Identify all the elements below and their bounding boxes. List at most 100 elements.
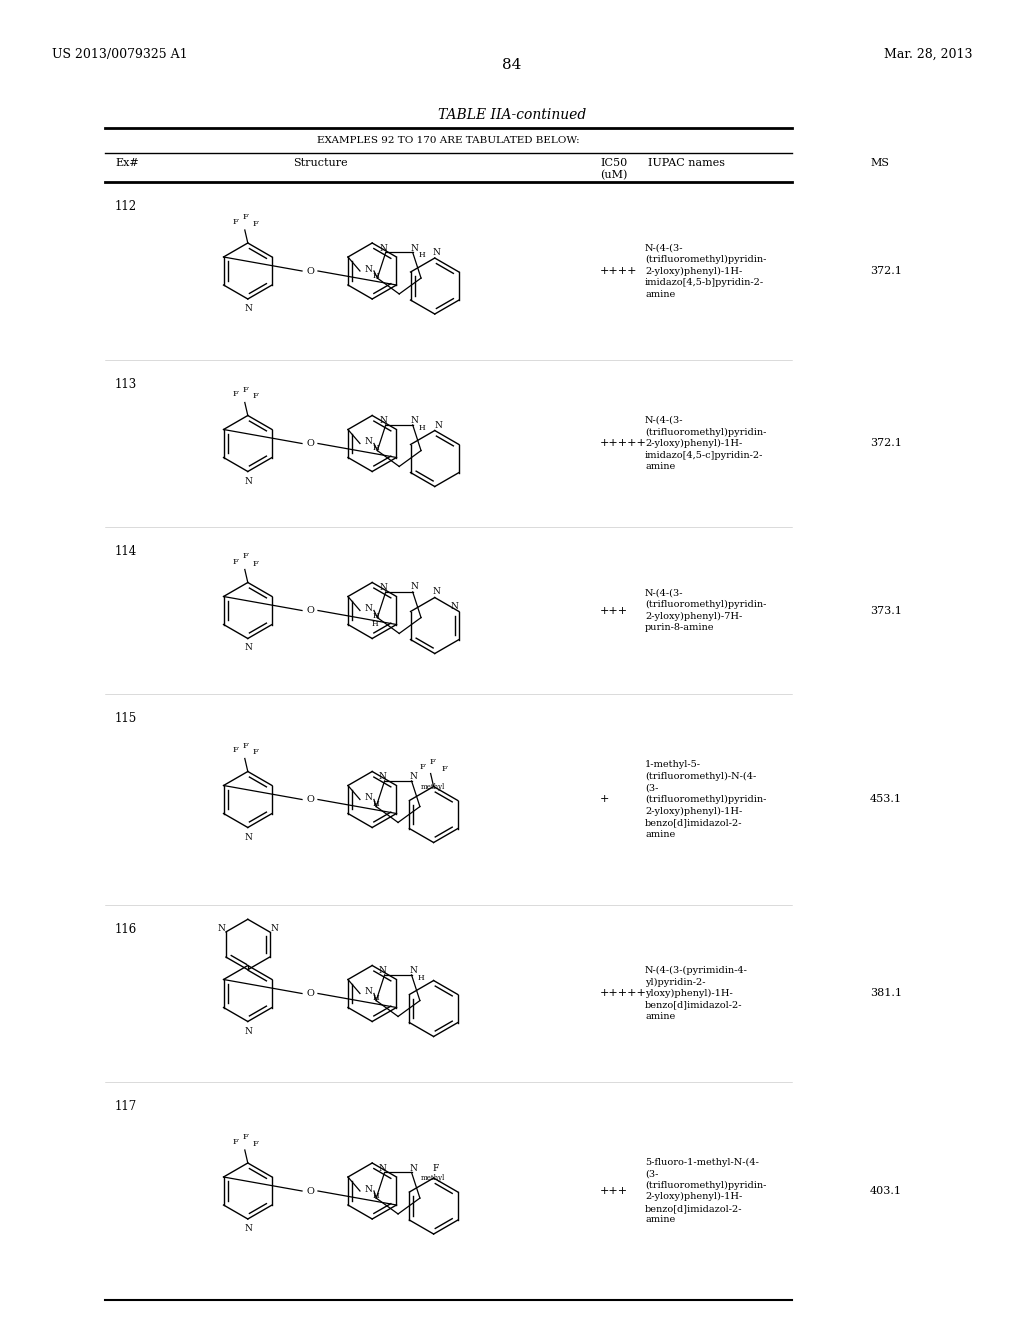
Text: F: F xyxy=(420,763,426,771)
Text: +++: +++ xyxy=(600,1185,628,1196)
Text: O: O xyxy=(306,989,314,998)
Text: F: F xyxy=(243,1133,249,1140)
Text: N: N xyxy=(365,264,373,273)
Text: O: O xyxy=(306,267,314,276)
Text: Ex#: Ex# xyxy=(115,158,138,168)
Text: F: F xyxy=(243,213,249,220)
Text: N: N xyxy=(245,477,253,486)
Text: N: N xyxy=(245,644,253,652)
Text: N: N xyxy=(365,605,373,612)
Text: N: N xyxy=(270,924,279,933)
Text: O: O xyxy=(306,440,314,447)
Text: H: H xyxy=(373,800,380,808)
Text: N: N xyxy=(380,416,388,425)
Text: IUPAC names: IUPAC names xyxy=(648,158,725,168)
Text: 372.1: 372.1 xyxy=(870,438,902,449)
Text: N: N xyxy=(410,1164,418,1173)
Text: N: N xyxy=(365,437,373,446)
Text: MS: MS xyxy=(870,158,889,168)
Text: 84: 84 xyxy=(503,58,521,73)
Text: N-(4-(3-(pyrimidin-4-
yl)pyridin-2-
yloxy)phenyl)-1H-
benzo[d]imidazol-2-
amine: N-(4-(3-(pyrimidin-4- yl)pyridin-2- ylox… xyxy=(645,966,748,1022)
Text: N-(4-(3-
(trifluoromethyl)pyridin-
2-yloxy)phenyl)-1H-
imidazo[4,5-c]pyridin-2-
: N-(4-(3- (trifluoromethyl)pyridin- 2-ylo… xyxy=(645,416,766,471)
Text: H: H xyxy=(419,424,425,432)
Text: Mar. 28, 2013: Mar. 28, 2013 xyxy=(884,48,972,61)
Text: F: F xyxy=(232,1138,239,1146)
Text: (uM): (uM) xyxy=(600,170,628,181)
Text: N: N xyxy=(245,304,253,313)
Text: F: F xyxy=(253,392,259,400)
Text: O: O xyxy=(306,795,314,804)
Text: F: F xyxy=(232,747,239,755)
Text: O: O xyxy=(306,606,314,615)
Text: +: + xyxy=(600,795,609,804)
Text: N: N xyxy=(380,583,388,593)
Text: H: H xyxy=(372,619,379,627)
Text: O: O xyxy=(306,1187,314,1196)
Text: F: F xyxy=(232,557,239,565)
Text: N: N xyxy=(379,966,386,975)
Text: N: N xyxy=(245,833,253,842)
Text: N: N xyxy=(365,793,373,803)
Text: 372.1: 372.1 xyxy=(870,267,902,276)
Text: H: H xyxy=(373,994,380,1002)
Text: methyl: methyl xyxy=(421,1175,444,1183)
Text: 5-fluoro-1-methyl-N-(4-
(3-
(trifluoromethyl)pyridin-
2-yloxy)phenyl)-1H-
benzo[: 5-fluoro-1-methyl-N-(4- (3- (trifluorome… xyxy=(645,1158,766,1225)
Text: F: F xyxy=(432,1163,439,1172)
Text: methyl: methyl xyxy=(421,783,444,791)
Text: 115: 115 xyxy=(115,711,137,725)
Text: F: F xyxy=(243,553,249,561)
Text: F: F xyxy=(232,391,239,399)
Text: F: F xyxy=(253,748,259,756)
Text: N: N xyxy=(365,987,373,997)
Text: 116: 116 xyxy=(115,923,137,936)
Text: N-(4-(3-
(trifluoromethyl)pyridin-
2-yloxy)phenyl)-7H-
purin-8-amine: N-(4-(3- (trifluoromethyl)pyridin- 2-ylo… xyxy=(645,589,766,632)
Text: EXAMPLES 92 TO 170 ARE TABULATED BELOW:: EXAMPLES 92 TO 170 ARE TABULATED BELOW: xyxy=(316,136,580,145)
Text: IC50: IC50 xyxy=(600,158,628,168)
Text: N: N xyxy=(451,602,458,611)
Text: +++++: +++++ xyxy=(600,438,647,449)
Text: ++++: ++++ xyxy=(600,267,638,276)
Text: F: F xyxy=(253,1140,259,1148)
Text: 1-methyl-5-
(trifluoromethyl)-N-(4-
(3-
(trifluoromethyl)pyridin-
2-yloxy)phenyl: 1-methyl-5- (trifluoromethyl)-N-(4- (3- … xyxy=(645,760,766,838)
Text: N: N xyxy=(245,1224,253,1233)
Text: N: N xyxy=(433,248,440,256)
Text: N: N xyxy=(411,244,419,253)
Text: N: N xyxy=(380,244,388,253)
Text: H: H xyxy=(373,272,380,280)
Text: +++++: +++++ xyxy=(600,989,647,998)
Text: H: H xyxy=(417,974,424,982)
Text: +++: +++ xyxy=(600,606,628,615)
Text: N: N xyxy=(410,772,418,781)
Text: N: N xyxy=(433,587,440,597)
Text: N: N xyxy=(411,582,419,591)
Text: 112: 112 xyxy=(115,201,137,213)
Text: N: N xyxy=(379,1164,386,1173)
Text: 117: 117 xyxy=(115,1100,137,1113)
Text: F: F xyxy=(441,764,447,772)
Text: F: F xyxy=(253,220,259,228)
Text: Structure: Structure xyxy=(293,158,347,168)
Text: 113: 113 xyxy=(115,378,137,391)
Text: F: F xyxy=(243,385,249,393)
Text: H: H xyxy=(373,445,380,453)
Text: 403.1: 403.1 xyxy=(870,1185,902,1196)
Text: TABLE IIA-continued: TABLE IIA-continued xyxy=(438,108,586,121)
Text: 373.1: 373.1 xyxy=(870,606,902,615)
Text: N: N xyxy=(410,966,418,975)
Text: N: N xyxy=(435,421,442,430)
Text: H: H xyxy=(373,611,380,619)
Text: F: F xyxy=(253,560,259,568)
Text: 381.1: 381.1 xyxy=(870,989,902,998)
Text: 114: 114 xyxy=(115,545,137,558)
Text: US 2013/0079325 A1: US 2013/0079325 A1 xyxy=(52,48,187,61)
Text: H: H xyxy=(419,251,425,260)
Text: F: F xyxy=(232,218,239,226)
Text: N: N xyxy=(411,416,419,425)
Text: H: H xyxy=(373,1192,380,1200)
Text: N: N xyxy=(365,1184,373,1193)
Text: 453.1: 453.1 xyxy=(870,795,902,804)
Text: F: F xyxy=(243,742,249,750)
Text: N: N xyxy=(217,924,225,933)
Text: N-(4-(3-
(trifluoromethyl)pyridin-
2-yloxy)phenyl)-1H-
imidazo[4,5-b]pyridin-2-
: N-(4-(3- (trifluoromethyl)pyridin- 2-ylo… xyxy=(645,243,766,298)
Text: N: N xyxy=(379,772,386,781)
